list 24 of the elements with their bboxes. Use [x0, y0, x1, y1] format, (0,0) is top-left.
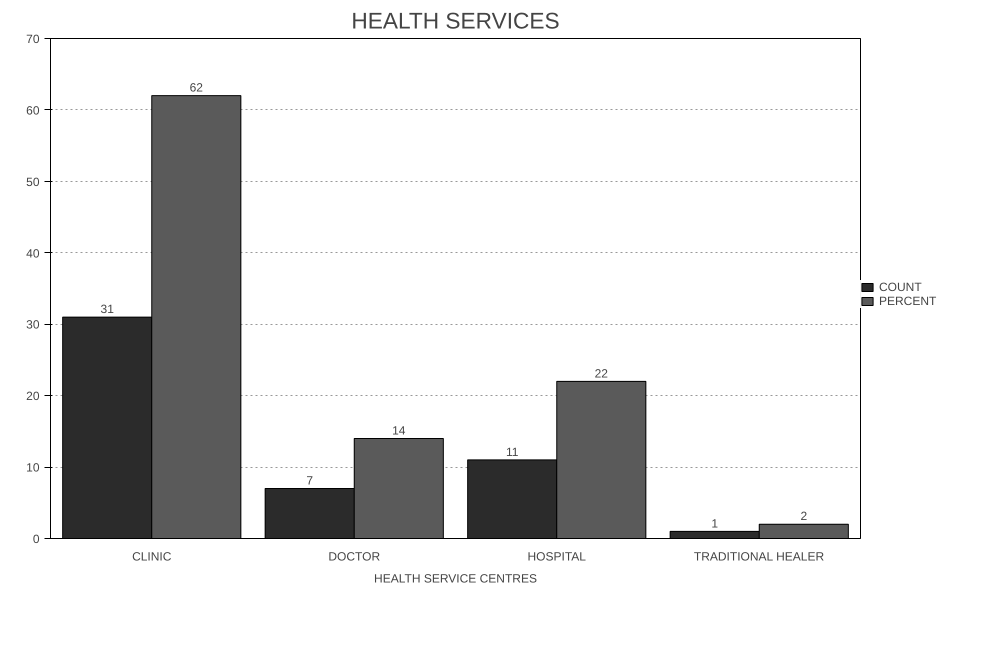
data-label: 1	[711, 516, 718, 530]
legend-label: PERCENT	[879, 294, 936, 308]
data-label: 7	[306, 474, 314, 488]
data-label: 2	[800, 509, 808, 524]
x-tick-label: TRADITIONAL HEALER	[694, 550, 824, 564]
data-label: 62	[190, 80, 204, 95]
data-label: 11	[506, 444, 519, 459]
y-tick-label: 60	[26, 103, 40, 118]
data-label: 31	[100, 302, 114, 316]
y-tick-label: 40	[26, 246, 40, 260]
y-tick-label: 70	[26, 32, 40, 46]
x-axis-title: HEALTH SERVICE CENTRES	[374, 572, 537, 586]
chart-title: HEALTH SERVICES	[351, 8, 560, 34]
data-label: 14	[392, 424, 406, 438]
y-tick-label: 10	[26, 460, 40, 475]
data-label: 22	[594, 366, 608, 380]
y-tick-label: 50	[26, 174, 40, 189]
y-tick-label: 20	[26, 389, 40, 404]
legend-label: COUNT	[879, 280, 922, 294]
x-tick-label: DOCTOR	[328, 550, 380, 564]
x-tick-label: CLINIC	[132, 550, 172, 564]
y-tick-label: 30	[26, 318, 40, 332]
y-tick-label: 0	[32, 532, 40, 546]
x-tick-label: HOSPITAL	[528, 550, 586, 564]
